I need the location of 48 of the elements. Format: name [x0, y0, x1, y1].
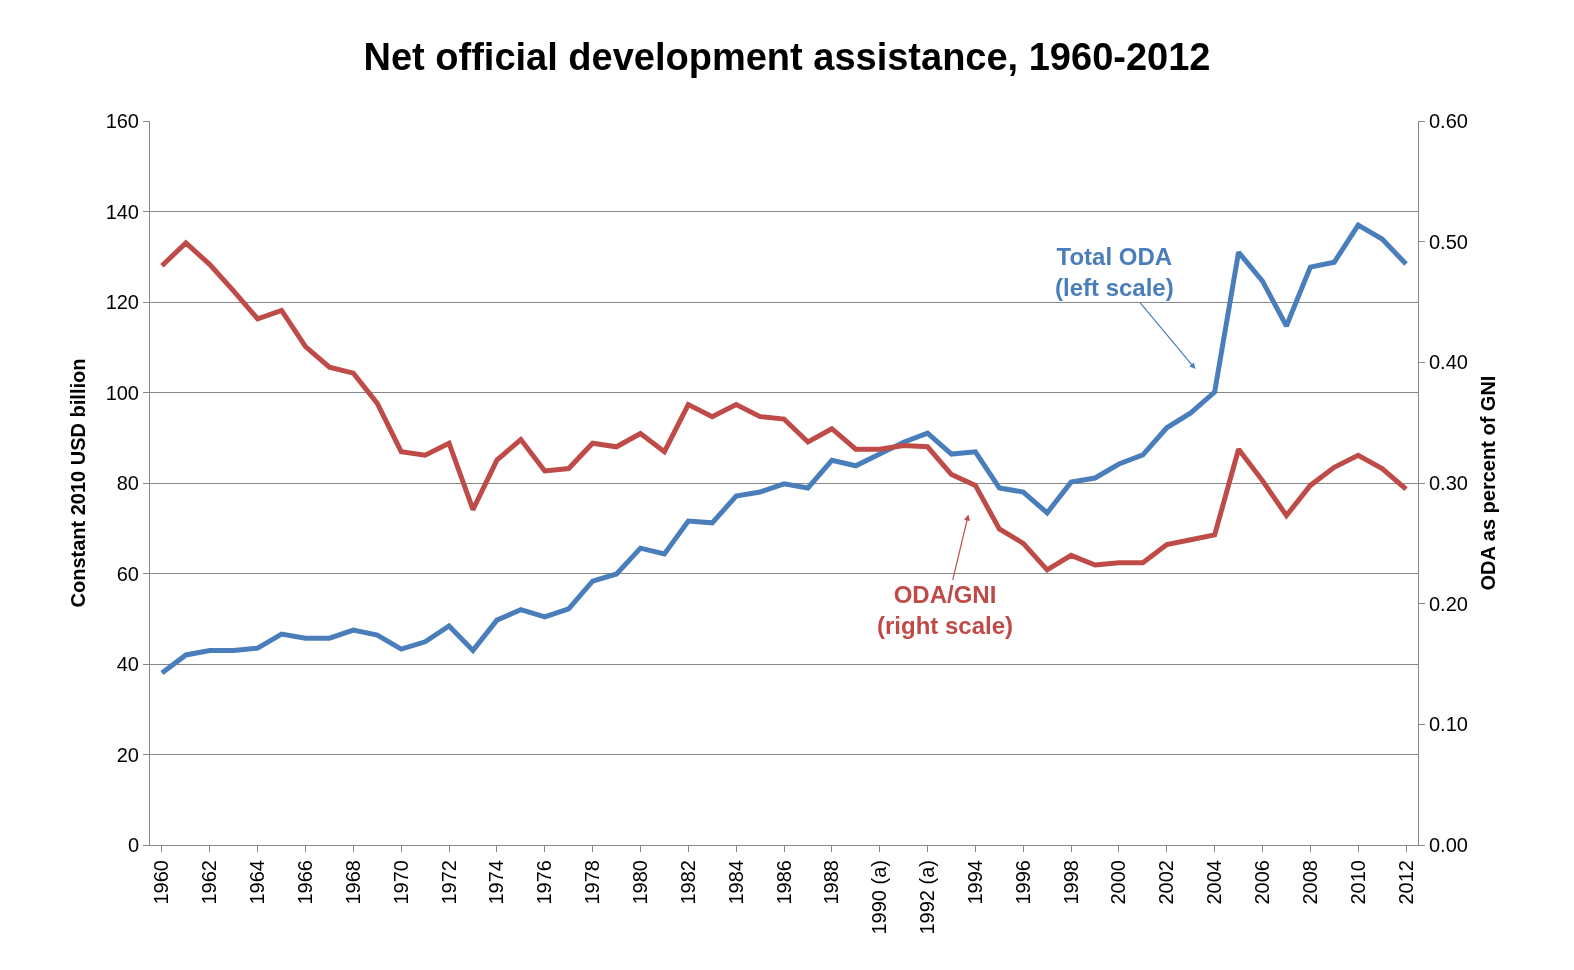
x-tick-label: 2010 [1346, 860, 1369, 905]
x-tick-label: 2008 [1298, 860, 1321, 905]
x-tick-label: 2002 [1155, 860, 1178, 905]
series-label: ODA/GNI (right scale) [877, 581, 1014, 640]
x-tick-label: 1992 (a) [916, 860, 939, 935]
x-tick-label: 1996 [1011, 860, 1034, 905]
y-tick-label: 100 [105, 381, 139, 404]
x-tick-label: 1970 [389, 860, 412, 905]
chart-title: Net official development assistance, 1960-2012 [363, 36, 1211, 79]
y-tick-label: 80 [116, 472, 139, 494]
x-tick-label: 1968 [341, 860, 364, 905]
y2-tick-label: 0.00 [1429, 834, 1468, 856]
x-tick-label: 2006 [1250, 860, 1273, 905]
x-tick-label: 1994 [963, 860, 986, 905]
y2-tick-label: 0.40 [1429, 351, 1468, 374]
x-tick-label: 2012 [1394, 860, 1417, 905]
y-tick-label: 160 [105, 110, 139, 132]
y2-tick-label: 0.50 [1429, 230, 1468, 253]
y2-tick-label: 0.20 [1429, 592, 1468, 615]
y2-tick-label: 0.10 [1429, 713, 1468, 736]
x-tick-label: 2004 [1203, 860, 1226, 905]
x-tick-label: 2000 [1107, 860, 1130, 905]
text: Total ODA (left scale) [1055, 243, 1174, 302]
x-tick-label: 1998 [1059, 860, 1082, 905]
x-tick-label: 1978 [581, 860, 604, 905]
y2-tick-label: 0.30 [1429, 472, 1468, 494]
x-tick-label: 1988 [820, 860, 843, 905]
x-tick-label: 1960 [150, 860, 173, 905]
x-tick-label: 1974 [485, 860, 508, 905]
x-tick-label: 1976 [533, 860, 556, 905]
x-tick-label: 1984 [724, 860, 747, 905]
y-tick-label: 0 [127, 834, 139, 856]
x-tick-label: 1966 [294, 860, 317, 905]
x-tick-label: 1980 [628, 860, 651, 905]
y2-tick-label: 0.60 [1429, 110, 1468, 132]
y-tick-label: 60 [116, 562, 139, 585]
x-tick-label: 1986 [772, 860, 795, 905]
x-tick-label: 1982 [676, 860, 699, 905]
y-tick-label: 120 [105, 291, 139, 313]
y-tick-label: 140 [105, 200, 139, 223]
y-tick-label: 40 [116, 653, 139, 675]
x-tick-label: 1990 (a) [868, 860, 891, 935]
y2-axis-title: ODA as percent of GNI [1477, 375, 1500, 591]
x-tick-label: 1964 [246, 860, 269, 905]
x-tick-label: 1962 [198, 860, 221, 905]
x-tick-label: 1972 [437, 860, 460, 905]
y-tick-label: 20 [116, 743, 139, 766]
y-axis-title: Constant 2010 USD billion [67, 358, 90, 608]
